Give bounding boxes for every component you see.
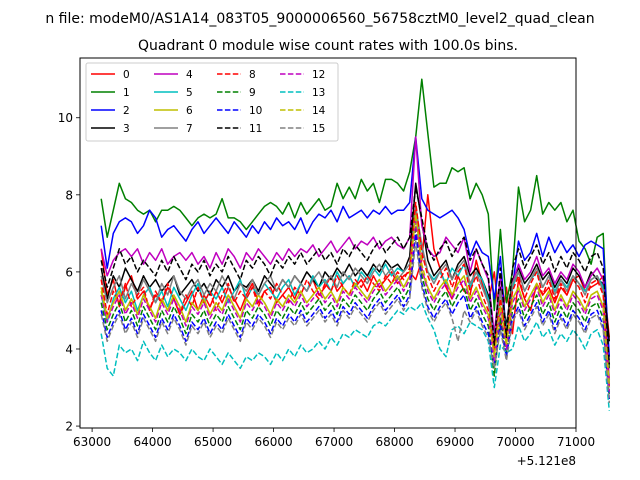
legend-box — [85, 62, 339, 142]
x-tick-label: 66000 — [254, 435, 292, 449]
legend-label-6: 6 — [186, 105, 193, 117]
x-tick-label: 70000 — [496, 435, 534, 449]
series-line-9 — [100, 224, 611, 396]
legend-label-3: 3 — [123, 123, 130, 135]
series-line-2 — [100, 136, 611, 357]
series-line-7 — [100, 205, 611, 384]
series-layer — [100, 78, 611, 411]
x-axis-offset-label: +5.121e8 — [517, 454, 576, 468]
legend-label-15: 15 — [312, 123, 325, 135]
y-tick-label: 8 — [65, 188, 73, 202]
x-tick-label: 71000 — [557, 435, 595, 449]
series-line-14 — [100, 213, 611, 388]
legend-label-13: 13 — [312, 87, 325, 99]
series-line-8 — [100, 201, 611, 388]
x-tick-label: 67000 — [315, 435, 353, 449]
series-line-15 — [100, 240, 611, 403]
series-line-10 — [100, 232, 611, 400]
legend-label-14: 14 — [312, 105, 326, 117]
plot-frame — [79, 57, 577, 429]
legend-label-4: 4 — [186, 69, 193, 81]
y-tick-label: 2 — [65, 420, 73, 434]
series-line-4 — [100, 136, 611, 380]
y-tick-label: 10 — [58, 111, 73, 125]
y-axis: 2 4 6 8 10 — [58, 111, 80, 434]
legend-label-8: 8 — [249, 69, 256, 81]
legend-label-2: 2 — [123, 105, 130, 117]
x-axis: 63000 64000 65000 66000 67000 68000 69000 70000… — [73, 428, 595, 449]
y-tick-label: 4 — [65, 342, 73, 356]
legend-label-11: 11 — [249, 123, 262, 135]
legend-label-10: 10 — [249, 105, 262, 117]
legend-label-9: 9 — [249, 87, 256, 99]
x-tick-label: 64000 — [133, 435, 171, 449]
series-line-1 — [100, 78, 611, 369]
series-line-3 — [100, 182, 611, 342]
legend-label-1: 1 — [123, 87, 130, 99]
chart-title: Quadrant 0 module wise count rates with … — [138, 38, 518, 54]
series-line-11 — [100, 186, 611, 365]
y-tick-label: 6 — [65, 265, 73, 279]
series-line-12 — [100, 221, 611, 392]
x-tick-label: 69000 — [436, 435, 474, 449]
legend-label-0: 0 — [123, 69, 130, 81]
series-line-13 — [100, 301, 611, 411]
figure-suptitle: n file: modeM0/AS1A14_083T05_9000006560_… — [45, 11, 594, 27]
legend-label-7: 7 — [186, 123, 193, 135]
x-tick-label: 68000 — [375, 435, 413, 449]
x-tick-label: 65000 — [194, 435, 232, 449]
legend-label-12: 12 — [312, 69, 325, 81]
legend-label-5: 5 — [186, 87, 193, 99]
x-tick-label: 63000 — [73, 435, 111, 449]
